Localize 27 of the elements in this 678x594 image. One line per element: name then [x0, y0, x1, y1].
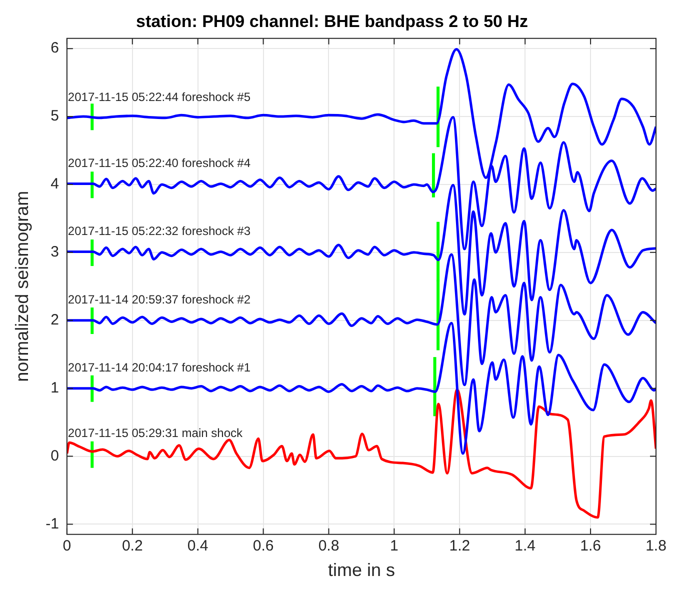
- x-tick-label: 0.8: [318, 538, 340, 555]
- annotation: 2017-11-15 05:22:40 foreshock #4: [68, 156, 251, 170]
- annotation: 2017-11-15 05:22:32 foreshock #3: [68, 224, 251, 238]
- chart-title: station: PH09 channel: BHE bandpass 2 to 50 Hz: [136, 12, 528, 31]
- x-tick-label: 1: [390, 538, 398, 555]
- x-tick-label: 0.2: [122, 538, 143, 555]
- y-tick-label: -1: [46, 515, 59, 532]
- y-axis-title: normalized seismogram: [12, 190, 32, 382]
- y-tick-label: 6: [50, 40, 59, 57]
- annotation: 2017-11-14 20:04:17 foreshock #1: [68, 360, 251, 375]
- x-tick-label: 1.4: [514, 538, 536, 555]
- x-tick-label: 1.2: [449, 538, 470, 555]
- annotation: 2017-11-14 20:59:37 foreshock #2: [68, 292, 251, 307]
- y-tick-label: 3: [50, 244, 59, 261]
- y-tick-label: 5: [50, 108, 59, 125]
- x-tick-label: 0.4: [187, 538, 208, 555]
- annotation: 2017-11-15 05:22:44 foreshock #5: [68, 90, 251, 104]
- x-tick-label: 1.6: [580, 538, 601, 555]
- x-tick-label: 0: [62, 538, 72, 555]
- x-tick-label: 0.6: [252, 538, 274, 555]
- y-tick-label: 1: [50, 379, 59, 396]
- y-tick-label: 4: [50, 176, 59, 193]
- x-tick-label: 1.8: [646, 538, 666, 555]
- y-tick-label: 0: [50, 447, 59, 464]
- y-tick-label: 2: [50, 312, 59, 329]
- annotation: 2017-11-15 05:29:31 main shock: [68, 426, 244, 440]
- x-axis-title: time in s: [328, 560, 395, 580]
